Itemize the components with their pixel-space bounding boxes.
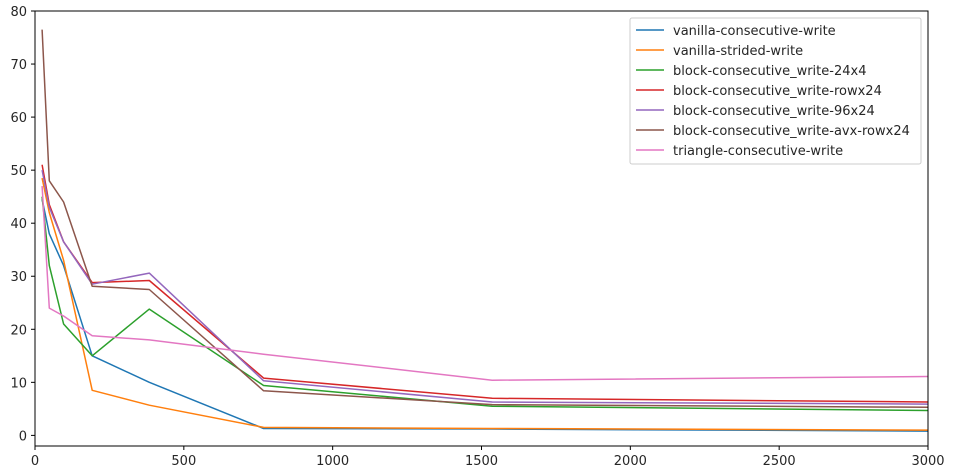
legend-label: block-consecutive_write-avx-rowx24 [673, 124, 910, 139]
series-line-3 [41, 164, 929, 403]
series-line-1 [41, 177, 929, 431]
y-tick-label: 80 [10, 5, 27, 20]
x-tick-label: 2000 [614, 454, 647, 469]
series-line-5 [41, 29, 929, 409]
plot-lines [41, 29, 929, 432]
y-tick-label: 0 [19, 429, 27, 444]
y-axis: 0 10 20 30 40 50 60 70 80 [10, 5, 35, 444]
legend-label: vanilla-strided-write [673, 44, 803, 59]
x-tick-label: 2500 [763, 454, 796, 469]
legend-label: block-consecutive_write-24x4 [673, 64, 866, 79]
x-tick-label: 1500 [465, 454, 498, 469]
y-tick-label: 70 [10, 58, 27, 73]
y-tick-label: 50 [10, 164, 27, 179]
series-line-2 [41, 196, 929, 412]
y-tick-label: 40 [10, 217, 27, 232]
x-tick-label: 500 [171, 454, 196, 469]
legend-label: block-consecutive_write-rowx24 [673, 84, 882, 99]
y-tick-label: 60 [10, 111, 27, 126]
series-line-0 [41, 199, 929, 432]
y-tick-label: 30 [10, 270, 27, 285]
legend-label: vanilla-consecutive-write [673, 24, 836, 39]
series-line-4 [41, 169, 929, 405]
x-tick-label: 0 [31, 454, 39, 469]
series-line-6 [41, 186, 929, 381]
x-tick-label: 1000 [316, 454, 349, 469]
y-tick-label: 20 [10, 323, 27, 338]
x-tick-label: 3000 [911, 454, 944, 469]
legend-box [629, 17, 922, 165]
legend-label: block-consecutive_write-96x24 [673, 104, 875, 119]
legend-label: triangle-consecutive-write [673, 144, 843, 159]
legend: vanilla-consecutive-write vanilla-strided… [629, 17, 922, 165]
y-tick-label: 10 [10, 376, 27, 391]
x-axis: 0 500 1000 1500 2000 2500 3000 [31, 446, 945, 469]
